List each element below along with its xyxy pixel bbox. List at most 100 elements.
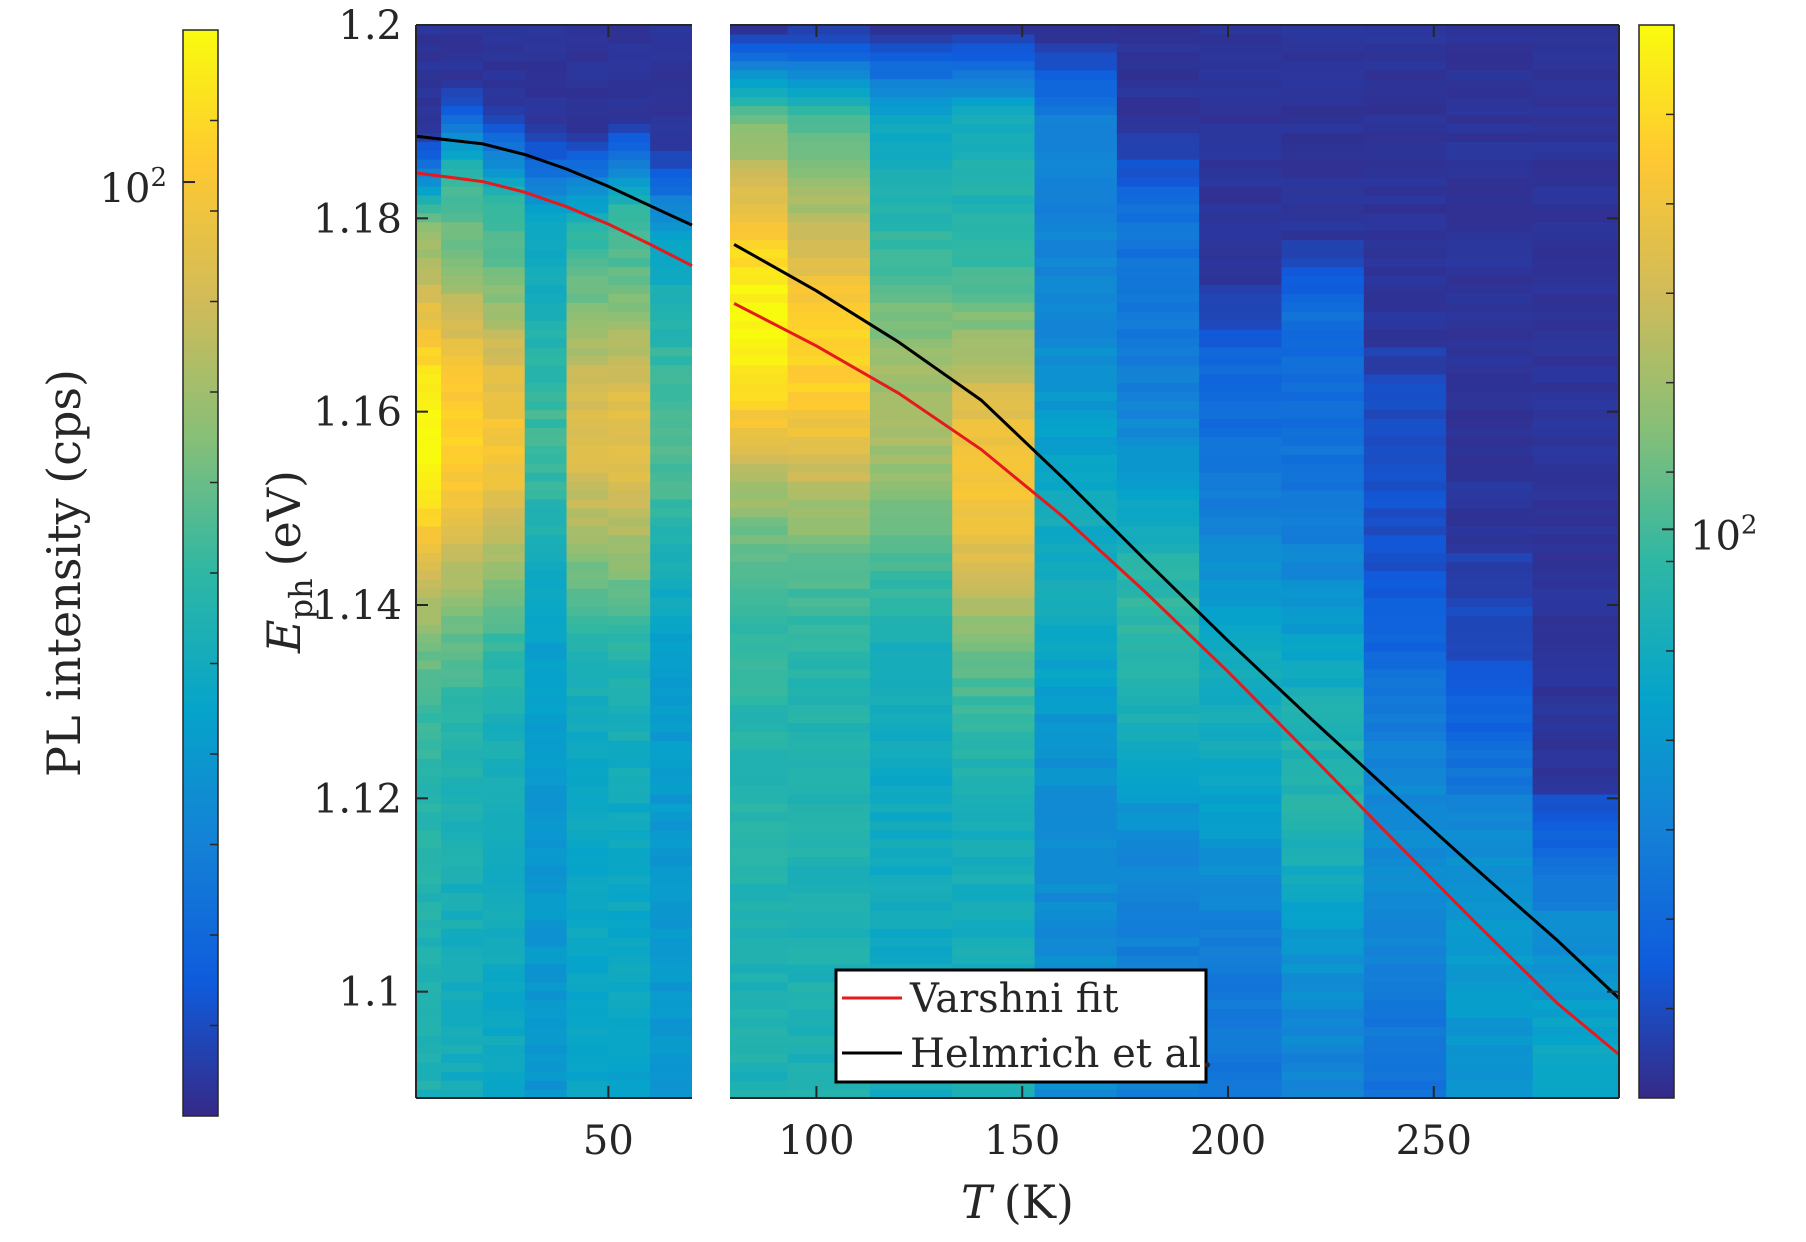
heatmap-cell: [416, 1026, 442, 1037]
heatmap-cell: [869, 454, 953, 464]
heatmap-cell: [1116, 802, 1200, 813]
heatmap-cell: [869, 624, 953, 634]
heatmap-cell: [482, 829, 526, 840]
heatmap-cell: [416, 892, 442, 902]
heatmap-cell: [1116, 793, 1200, 804]
heatmap-column: [1281, 25, 1365, 1098]
x-tick-label: 200: [1190, 1118, 1266, 1164]
heatmap-cell: [1034, 51, 1118, 62]
heatmap-cell: [952, 132, 1036, 142]
heatmap-cell: [1363, 1035, 1447, 1045]
heatmap-cell: [441, 239, 484, 250]
heatmap-cell: [524, 239, 568, 250]
heatmap-cell: [416, 230, 442, 241]
heatmap-cell: [441, 42, 484, 53]
heatmap-cell: [787, 597, 871, 607]
heatmap-cell: [1532, 633, 1619, 643]
heatmap-cell: [441, 606, 484, 616]
heatmap-cell: [952, 489, 1036, 500]
heatmap-cell: [1034, 615, 1118, 625]
heatmap-cell: [1446, 963, 1534, 974]
heatmap-cell: [1281, 1089, 1365, 1098]
heatmap-cell: [524, 1053, 568, 1063]
heatmap-cell: [787, 391, 871, 402]
heatmap-column: [566, 25, 609, 1098]
heatmap-cell: [730, 588, 789, 598]
heatmap-cell: [566, 883, 609, 893]
heatmap-cell: [441, 793, 484, 804]
heatmap-panel-high-temperature: [730, 25, 1619, 1098]
heatmap-cell: [650, 963, 692, 974]
heatmap-cell: [1532, 534, 1619, 545]
heatmap-cell: [566, 337, 609, 348]
heatmap-cell: [1281, 624, 1365, 634]
heatmap-cell: [952, 159, 1036, 169]
heatmap-cell: [566, 355, 609, 366]
heatmap-cell: [1532, 400, 1619, 411]
heatmap-cell: [608, 239, 651, 250]
heatmap-cell: [730, 185, 789, 196]
heatmap-cell: [524, 293, 568, 303]
heatmap-cell: [787, 25, 871, 35]
heatmap-cell: [952, 892, 1036, 902]
heatmap-cell: [524, 507, 568, 518]
heatmap-cell: [524, 731, 568, 741]
heatmap-cell: [1116, 96, 1200, 107]
heatmap-cell: [952, 811, 1036, 822]
heatmap-cell: [952, 96, 1036, 107]
heatmap-cell: [482, 516, 526, 527]
heatmap-cell: [1532, 963, 1619, 974]
heatmap-cell: [869, 25, 953, 35]
heatmap-cell: [952, 355, 1036, 366]
heatmap-cell: [1446, 856, 1534, 867]
heatmap-cell: [1363, 472, 1447, 482]
heatmap-cell: [416, 919, 442, 929]
heatmap-cell: [730, 445, 789, 455]
heatmap-cell: [1199, 633, 1283, 643]
heatmap-cell: [608, 641, 651, 652]
heatmap-cell: [416, 641, 442, 652]
heatmap-cell: [441, 928, 484, 938]
heatmap-cell: [1034, 838, 1118, 849]
heatmap-cell: [1199, 713, 1283, 724]
heatmap-cell: [730, 1089, 789, 1098]
heatmap-cell: [1446, 337, 1534, 348]
heatmap-cell: [1199, 481, 1283, 491]
heatmap-cell: [566, 96, 609, 107]
heatmap-cell: [1446, 203, 1534, 214]
heatmap-cell: [1034, 776, 1118, 786]
heatmap-cell: [787, 194, 871, 205]
heatmap-cell: [730, 33, 789, 44]
heatmap-cell: [1199, 820, 1283, 831]
heatmap-cell: [1281, 892, 1365, 902]
heatmap-cell: [1532, 87, 1619, 98]
heatmap-cell: [952, 239, 1036, 250]
heatmap-cell: [1199, 552, 1283, 563]
heatmap-cell: [1532, 185, 1619, 196]
heatmap-cell: [1116, 695, 1200, 706]
heatmap-cell: [1446, 588, 1534, 598]
heatmap-cell: [1363, 892, 1447, 902]
heatmap-cell: [1446, 1035, 1534, 1045]
heatmap-cell: [1363, 498, 1447, 509]
heatmap-cell: [524, 42, 568, 53]
heatmap-cell: [482, 221, 526, 232]
heatmap-cell: [441, 33, 484, 44]
heatmap-cell: [952, 498, 1036, 509]
heatmap-cell: [1034, 427, 1118, 437]
heatmap-cell: [730, 221, 789, 232]
heatmap-cell: [1363, 1089, 1447, 1098]
heatmap-cell: [1116, 284, 1200, 294]
heatmap-cell: [650, 910, 692, 920]
heatmap-cell: [730, 320, 789, 330]
heatmap-cell: [1363, 60, 1447, 71]
heatmap-cell: [1034, 194, 1118, 205]
heatmap-cell: [1532, 865, 1619, 876]
heatmap-cell: [566, 928, 609, 938]
heatmap-cell: [869, 686, 953, 697]
heatmap-cell: [482, 695, 526, 706]
heatmap-cell: [1034, 579, 1118, 589]
heatmap-cell: [787, 1089, 871, 1098]
heatmap-cell: [1446, 284, 1534, 294]
heatmap-cell: [1199, 650, 1283, 661]
